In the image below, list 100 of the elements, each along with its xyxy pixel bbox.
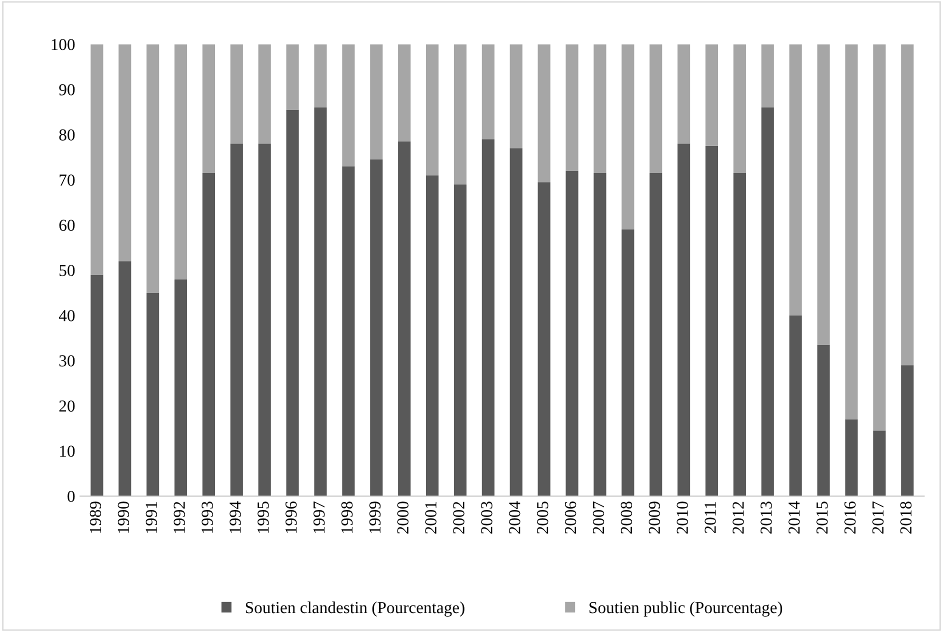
x-tick-label: 2010	[676, 502, 688, 534]
y-tick-label: 20	[59, 400, 75, 412]
bar	[398, 141, 411, 496]
y-tick-label: 50	[60, 264, 75, 276]
bar	[398, 44, 411, 142]
bar	[650, 44, 662, 174]
bar	[90, 44, 104, 275]
bar	[873, 430, 886, 496]
x-tick-label: 2018	[900, 502, 912, 534]
bar	[118, 44, 132, 262]
y-tick-label: 0	[68, 490, 75, 502]
bar	[622, 230, 634, 496]
x-tick-label: 2016	[844, 501, 856, 534]
bar	[230, 44, 243, 144]
x-tick-label: 2008	[620, 502, 632, 534]
bar	[650, 173, 662, 496]
bar	[733, 44, 746, 174]
bar	[258, 44, 271, 144]
y-tick-label: 40	[58, 310, 75, 322]
bar	[733, 173, 746, 496]
x-tick-label: 2003	[481, 502, 492, 534]
bar	[566, 170, 578, 496]
x-tick-label: 1995	[258, 502, 269, 533]
x-tick-label: 1991	[146, 502, 157, 533]
bar	[678, 144, 690, 496]
bar	[118, 261, 132, 496]
x-tick-label: 1992	[174, 502, 185, 533]
bar	[286, 44, 299, 110]
x-tick-label: 1990	[118, 502, 130, 533]
bar	[258, 144, 271, 496]
x-tick-label: 1998	[341, 502, 353, 533]
bar	[761, 44, 774, 108]
x-tick-label: 2002	[453, 502, 464, 534]
x-tick-label: 2013	[760, 502, 772, 534]
bar	[314, 108, 327, 496]
bar	[482, 44, 494, 140]
bar	[230, 144, 243, 496]
y-tick-label: 100	[52, 38, 75, 50]
x-tick-label: 2007	[592, 501, 604, 534]
bar	[538, 44, 550, 182]
bar	[482, 139, 494, 496]
bar	[678, 44, 690, 144]
legend-label: Soutien clandestin (Pourcentage)	[246, 601, 464, 617]
bar	[566, 44, 578, 171]
x-tick-label: 2005	[536, 502, 548, 534]
bar	[286, 110, 299, 496]
y-tick-label: 60	[59, 220, 75, 231]
bar	[789, 315, 802, 496]
x-tick-label: 2012	[732, 502, 744, 534]
bar	[538, 182, 550, 496]
bar	[845, 44, 858, 420]
bar	[370, 44, 383, 160]
y-tick-label: 70	[60, 174, 75, 186]
bar	[174, 279, 188, 496]
bar	[314, 44, 327, 108]
bar	[817, 44, 830, 345]
x-tick-label: 2011	[704, 502, 716, 533]
bar	[817, 344, 830, 496]
y-tick-label: 80	[59, 129, 75, 141]
y-tick-label: 30	[59, 355, 75, 367]
bar	[202, 44, 215, 174]
x-tick-label: 1996	[286, 501, 297, 533]
bar	[90, 274, 104, 496]
x-tick-label: 1989	[90, 502, 102, 533]
bar	[510, 44, 522, 148]
bar	[146, 292, 160, 496]
bar	[370, 159, 383, 496]
x-tick-label: 2014	[788, 501, 800, 534]
bar	[873, 44, 886, 431]
bar	[705, 44, 718, 146]
x-tick-label: 2000	[397, 502, 409, 534]
bar	[202, 173, 215, 496]
x-tick-label: 2009	[648, 502, 660, 534]
x-tick-label: 1993	[202, 502, 213, 533]
bar	[622, 44, 634, 230]
bar	[594, 44, 606, 174]
bar	[342, 44, 355, 166]
bar	[510, 148, 522, 496]
bar	[342, 166, 355, 496]
x-tick-label: 2004	[509, 501, 520, 534]
x-tick-label: 1999	[369, 502, 381, 533]
bar	[174, 44, 188, 280]
bar	[426, 175, 439, 496]
bar	[761, 108, 774, 496]
bar	[454, 44, 467, 184]
bar	[901, 44, 914, 366]
bar	[146, 44, 160, 293]
bar	[454, 184, 467, 496]
x-tick-label: 2001	[425, 502, 436, 534]
bar	[789, 44, 802, 316]
legend-label: Soutien public (Pourcentage)	[590, 601, 782, 617]
x-tick-label: 2015	[816, 502, 828, 534]
bar	[901, 365, 914, 496]
x-tick-label: 1997	[313, 501, 325, 533]
y-tick-label: 10	[60, 446, 75, 457]
y-tick-label: 90	[59, 84, 75, 96]
x-tick-label: 1994	[230, 501, 241, 533]
x-tick-label: 2017	[872, 501, 884, 534]
bar	[594, 173, 606, 496]
x-tick-label: 2006	[564, 501, 576, 534]
